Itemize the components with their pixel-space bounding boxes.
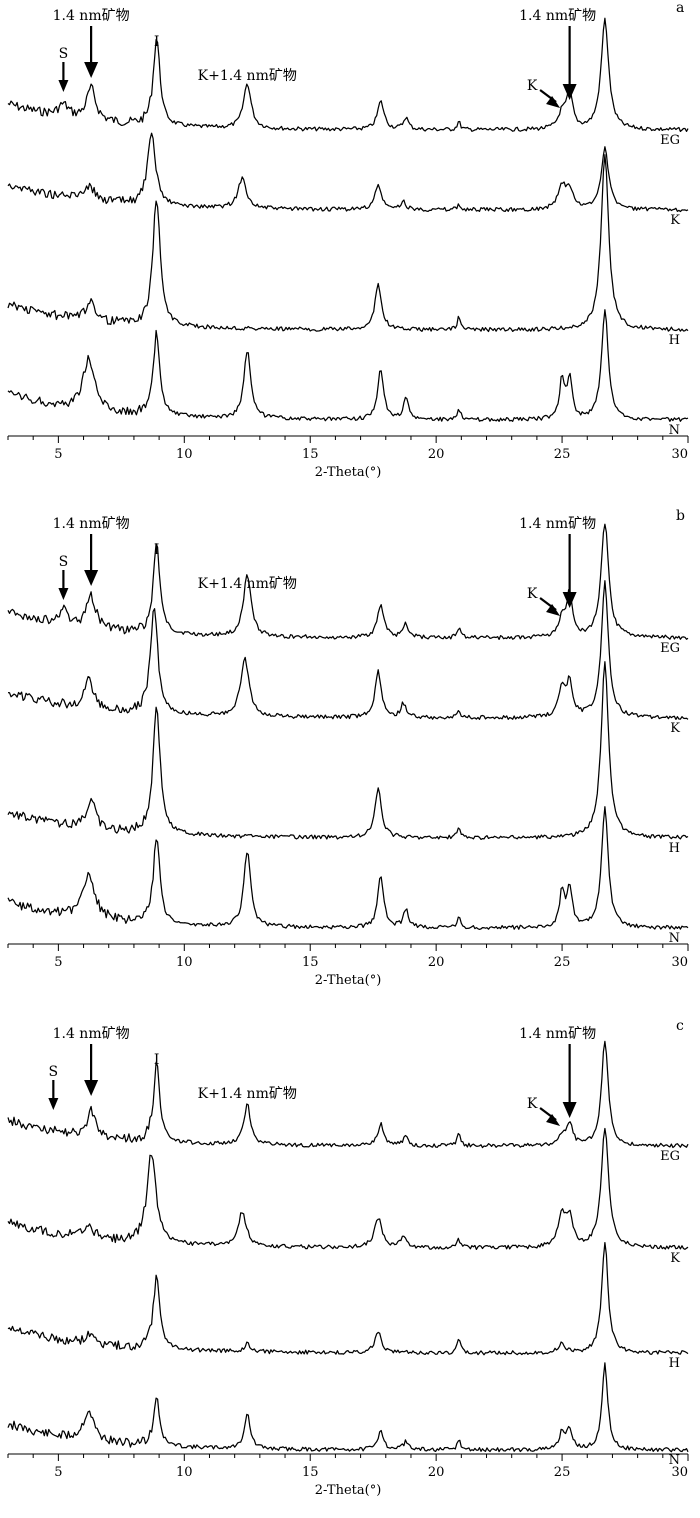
series-label-h: H (669, 1356, 680, 1371)
chart-panel-a: a 5 10 15 20 25 30 2-Theta(°) EG K H N 1.4 nm矿物 S I K+1… (7, 0, 689, 480)
annotation-arrowhead (84, 1080, 99, 1096)
annotation-label: 1.4 nm矿物 (519, 516, 596, 532)
trace-h (7, 661, 689, 841)
trace-n (7, 309, 689, 423)
annotation-arrowhead (562, 84, 577, 100)
trace-k (7, 1127, 689, 1251)
annotation-arrowhead (562, 1102, 577, 1118)
x-axis-title: 2-Theta(°) (315, 973, 382, 988)
chart-panel-b: b 5 10 15 20 25 30 2-Theta(°) EG K H N 1.4 nm矿物 S I K+1… (7, 508, 689, 988)
x-axis-title: 2-Theta(°) (315, 1483, 382, 1498)
x-tick-label: 5 (54, 447, 62, 462)
panel-label: b (676, 508, 685, 524)
annotation-label: K+1.4 nm矿物 (198, 576, 297, 592)
annotation-label: S (59, 46, 69, 62)
annotation-label: 1.4 nm矿物 (519, 1026, 596, 1042)
annotation-arrowhead (562, 592, 577, 608)
series-label-k: K (670, 213, 680, 228)
annotation-label: 1.4 nm矿物 (53, 1026, 130, 1042)
series-label-h: H (669, 841, 680, 856)
annotation-label: I (154, 542, 160, 558)
x-tick-label: 10 (176, 447, 193, 462)
annotation-arrowhead (546, 96, 561, 108)
series-label-eg: EG (660, 1149, 680, 1164)
annotation-arrowhead (84, 62, 99, 78)
annotation-arrowhead (546, 1114, 561, 1126)
annotation-arrowhead (58, 588, 69, 600)
annotation-arrowhead (58, 80, 69, 92)
annotation-label: K+1.4 nm矿物 (198, 68, 297, 84)
x-tick-label: 15 (302, 447, 319, 462)
panel-label: c (676, 1018, 684, 1034)
x-tick-label: 30 (671, 955, 688, 970)
annotation-label: 1.4 nm矿物 (53, 516, 130, 532)
panel-label: a (676, 0, 684, 16)
annotation-arrowhead (48, 1098, 59, 1110)
trace-k (7, 580, 689, 721)
annotation-label: 1.4 nm矿物 (519, 8, 596, 24)
series-label-eg: EG (660, 641, 680, 656)
x-tick-label: 25 (554, 447, 571, 462)
trace-n (7, 1362, 689, 1453)
trace-eg (7, 523, 689, 641)
trace-h (7, 1241, 689, 1356)
series-label-n: N (669, 931, 680, 946)
annotation-label: S (59, 554, 69, 570)
trace-k (7, 132, 689, 213)
annotation-label: S (49, 1064, 59, 1080)
x-tick-label: 5 (54, 1465, 62, 1480)
series-label-n: N (669, 423, 680, 438)
series-label-eg: EG (660, 133, 680, 148)
x-tick-label: 20 (428, 447, 445, 462)
trace-eg (7, 1040, 689, 1149)
annotation-label: K+1.4 nm矿物 (198, 1086, 297, 1102)
series-label-k: K (670, 721, 680, 736)
x-tick-label: 25 (554, 1465, 571, 1480)
trace-eg (7, 17, 689, 133)
trace-h (7, 154, 689, 333)
chart-panel-c: c 5 10 15 20 25 30 2-Theta(°) EG K H N 1.4 nm矿物 S I K+1… (7, 1018, 689, 1498)
x-tick-label: 30 (671, 1465, 688, 1480)
x-tick-label: 25 (554, 955, 571, 970)
annotation-arrowhead (84, 570, 99, 586)
series-label-h: H (669, 333, 680, 348)
x-tick-label: 30 (671, 447, 688, 462)
annotation-arrowhead (546, 604, 561, 616)
annotation-label: I (154, 1052, 160, 1068)
x-tick-label: 20 (428, 1465, 445, 1480)
annotation-label: K (527, 1096, 538, 1112)
series-label-n: N (669, 1453, 680, 1468)
series-label-k: K (670, 1251, 680, 1266)
trace-n (7, 806, 689, 931)
x-tick-label: 10 (176, 955, 193, 970)
x-tick-label: 10 (176, 1465, 193, 1480)
x-tick-label: 15 (302, 955, 319, 970)
annotation-label: I (154, 34, 160, 50)
x-tick-label: 5 (54, 955, 62, 970)
annotation-label: K (527, 586, 538, 602)
x-tick-label: 15 (302, 1465, 319, 1480)
x-axis-title: 2-Theta(°) (315, 465, 382, 480)
annotation-label: K (527, 78, 538, 94)
x-tick-label: 20 (428, 955, 445, 970)
annotation-label: 1.4 nm矿物 (53, 8, 130, 24)
